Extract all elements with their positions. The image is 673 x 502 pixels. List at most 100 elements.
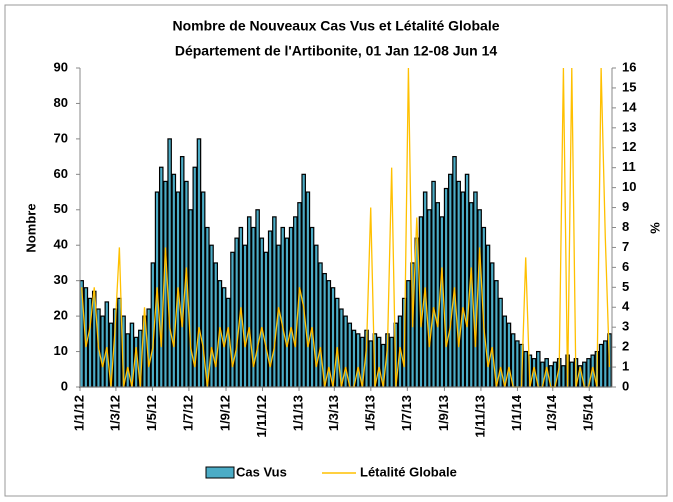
legend-label: Létalité Globale	[360, 464, 457, 479]
x-tick-label: 1/3/13	[326, 395, 341, 431]
y2-tick-label: 1	[622, 359, 629, 374]
bar	[389, 336, 394, 388]
y2-axis-label: %	[648, 222, 663, 234]
legend-swatch	[205, 466, 235, 479]
bar	[288, 226, 294, 388]
bar	[259, 237, 265, 388]
y2-tick-label: 15	[622, 79, 636, 94]
bar	[255, 209, 260, 388]
bar	[569, 361, 575, 388]
x-tick-label: 1/1/14	[509, 394, 524, 431]
y2-tick-label: 13	[622, 119, 636, 134]
bar	[431, 180, 436, 388]
bar	[171, 173, 177, 388]
y2-tick-label: 6	[622, 259, 629, 274]
bar	[179, 156, 185, 388]
bar	[167, 138, 172, 388]
bar	[301, 173, 306, 388]
y2-tick-label: 9	[622, 199, 629, 214]
y2-tick-label: 3	[622, 319, 629, 334]
bar	[343, 315, 348, 388]
y-tick-label: 30	[54, 272, 68, 287]
y2-tick-label: 16	[622, 59, 636, 74]
bar	[473, 191, 478, 388]
x-tick-label: 1/9/12	[217, 395, 232, 431]
x-tick-label: 1/1/13	[290, 395, 305, 431]
bar	[242, 244, 248, 388]
y-tick-label: 80	[54, 95, 68, 110]
chart-title: Nombre de Nouveaux Cas Vus et Létalité G…	[172, 18, 499, 34]
y2-tick-label: 8	[622, 219, 629, 234]
bar	[246, 216, 252, 388]
bar	[376, 336, 382, 388]
bar	[209, 244, 214, 388]
x-tick-label: 1/5/14	[581, 394, 596, 431]
bar	[221, 287, 227, 388]
bar	[506, 322, 512, 388]
y2-tick-label: 10	[622, 179, 636, 194]
y-tick-label: 60	[54, 166, 68, 181]
bar	[489, 262, 495, 388]
bar	[406, 280, 411, 388]
bar	[280, 226, 286, 388]
bar	[293, 216, 298, 388]
bar	[515, 340, 520, 388]
chart-subtitle: Département de l'Artibonite, 01 Jan 12-0…	[175, 43, 498, 59]
bar	[158, 166, 164, 388]
x-tick-label: 1/7/13	[399, 395, 414, 431]
x-tick-label: 1/3/12	[107, 395, 122, 431]
y2-tick-label: 7	[622, 239, 629, 254]
x-tick-label: 1/1/12	[71, 395, 86, 431]
bar	[234, 237, 239, 388]
bar	[284, 237, 290, 388]
x-tick-label: 1/11/12	[254, 395, 269, 438]
y2-tick-label: 12	[622, 139, 636, 154]
bar	[443, 187, 449, 388]
bar	[205, 226, 210, 388]
bar	[456, 180, 461, 388]
bar	[309, 226, 315, 388]
bar	[117, 297, 122, 388]
chart-frame	[4, 4, 668, 497]
bar	[464, 173, 470, 388]
bar	[318, 262, 323, 388]
y-tick-label: 90	[54, 59, 68, 74]
x-tick-label: 1/7/12	[180, 395, 195, 431]
bar	[100, 315, 105, 388]
bar	[427, 209, 432, 388]
bar	[502, 315, 508, 388]
bar	[355, 333, 361, 388]
bar	[213, 262, 218, 388]
x-tick-label: 1/11/13	[472, 395, 487, 438]
bar	[460, 191, 466, 388]
bar	[188, 209, 193, 388]
bar	[452, 156, 457, 388]
bar	[347, 322, 353, 388]
bar	[263, 251, 269, 388]
bar	[272, 216, 277, 388]
bar	[368, 340, 373, 388]
x-tick-label: 1/9/13	[436, 395, 451, 431]
y2-tick-label: 11	[622, 159, 636, 174]
y-tick-label: 10	[54, 343, 68, 358]
bar	[334, 297, 340, 388]
bar	[305, 191, 311, 388]
bar	[598, 343, 604, 388]
bar	[477, 209, 482, 388]
x-tick-label: 1/5/13	[362, 395, 377, 431]
y-tick-label: 20	[54, 308, 68, 323]
bar	[435, 202, 441, 388]
y-tick-label: 50	[54, 201, 68, 216]
bar	[523, 350, 528, 388]
y-tick-label: 70	[54, 130, 68, 145]
y2-tick-label: 14	[622, 99, 637, 114]
y2-tick-label: 2	[622, 339, 629, 354]
bar	[448, 173, 453, 388]
legend-label: Cas Vus	[236, 464, 287, 479]
bar	[125, 333, 131, 388]
y-tick-label: 0	[61, 378, 68, 393]
bar	[104, 301, 110, 388]
y-tick-label: 40	[54, 237, 68, 252]
bar	[196, 138, 202, 388]
